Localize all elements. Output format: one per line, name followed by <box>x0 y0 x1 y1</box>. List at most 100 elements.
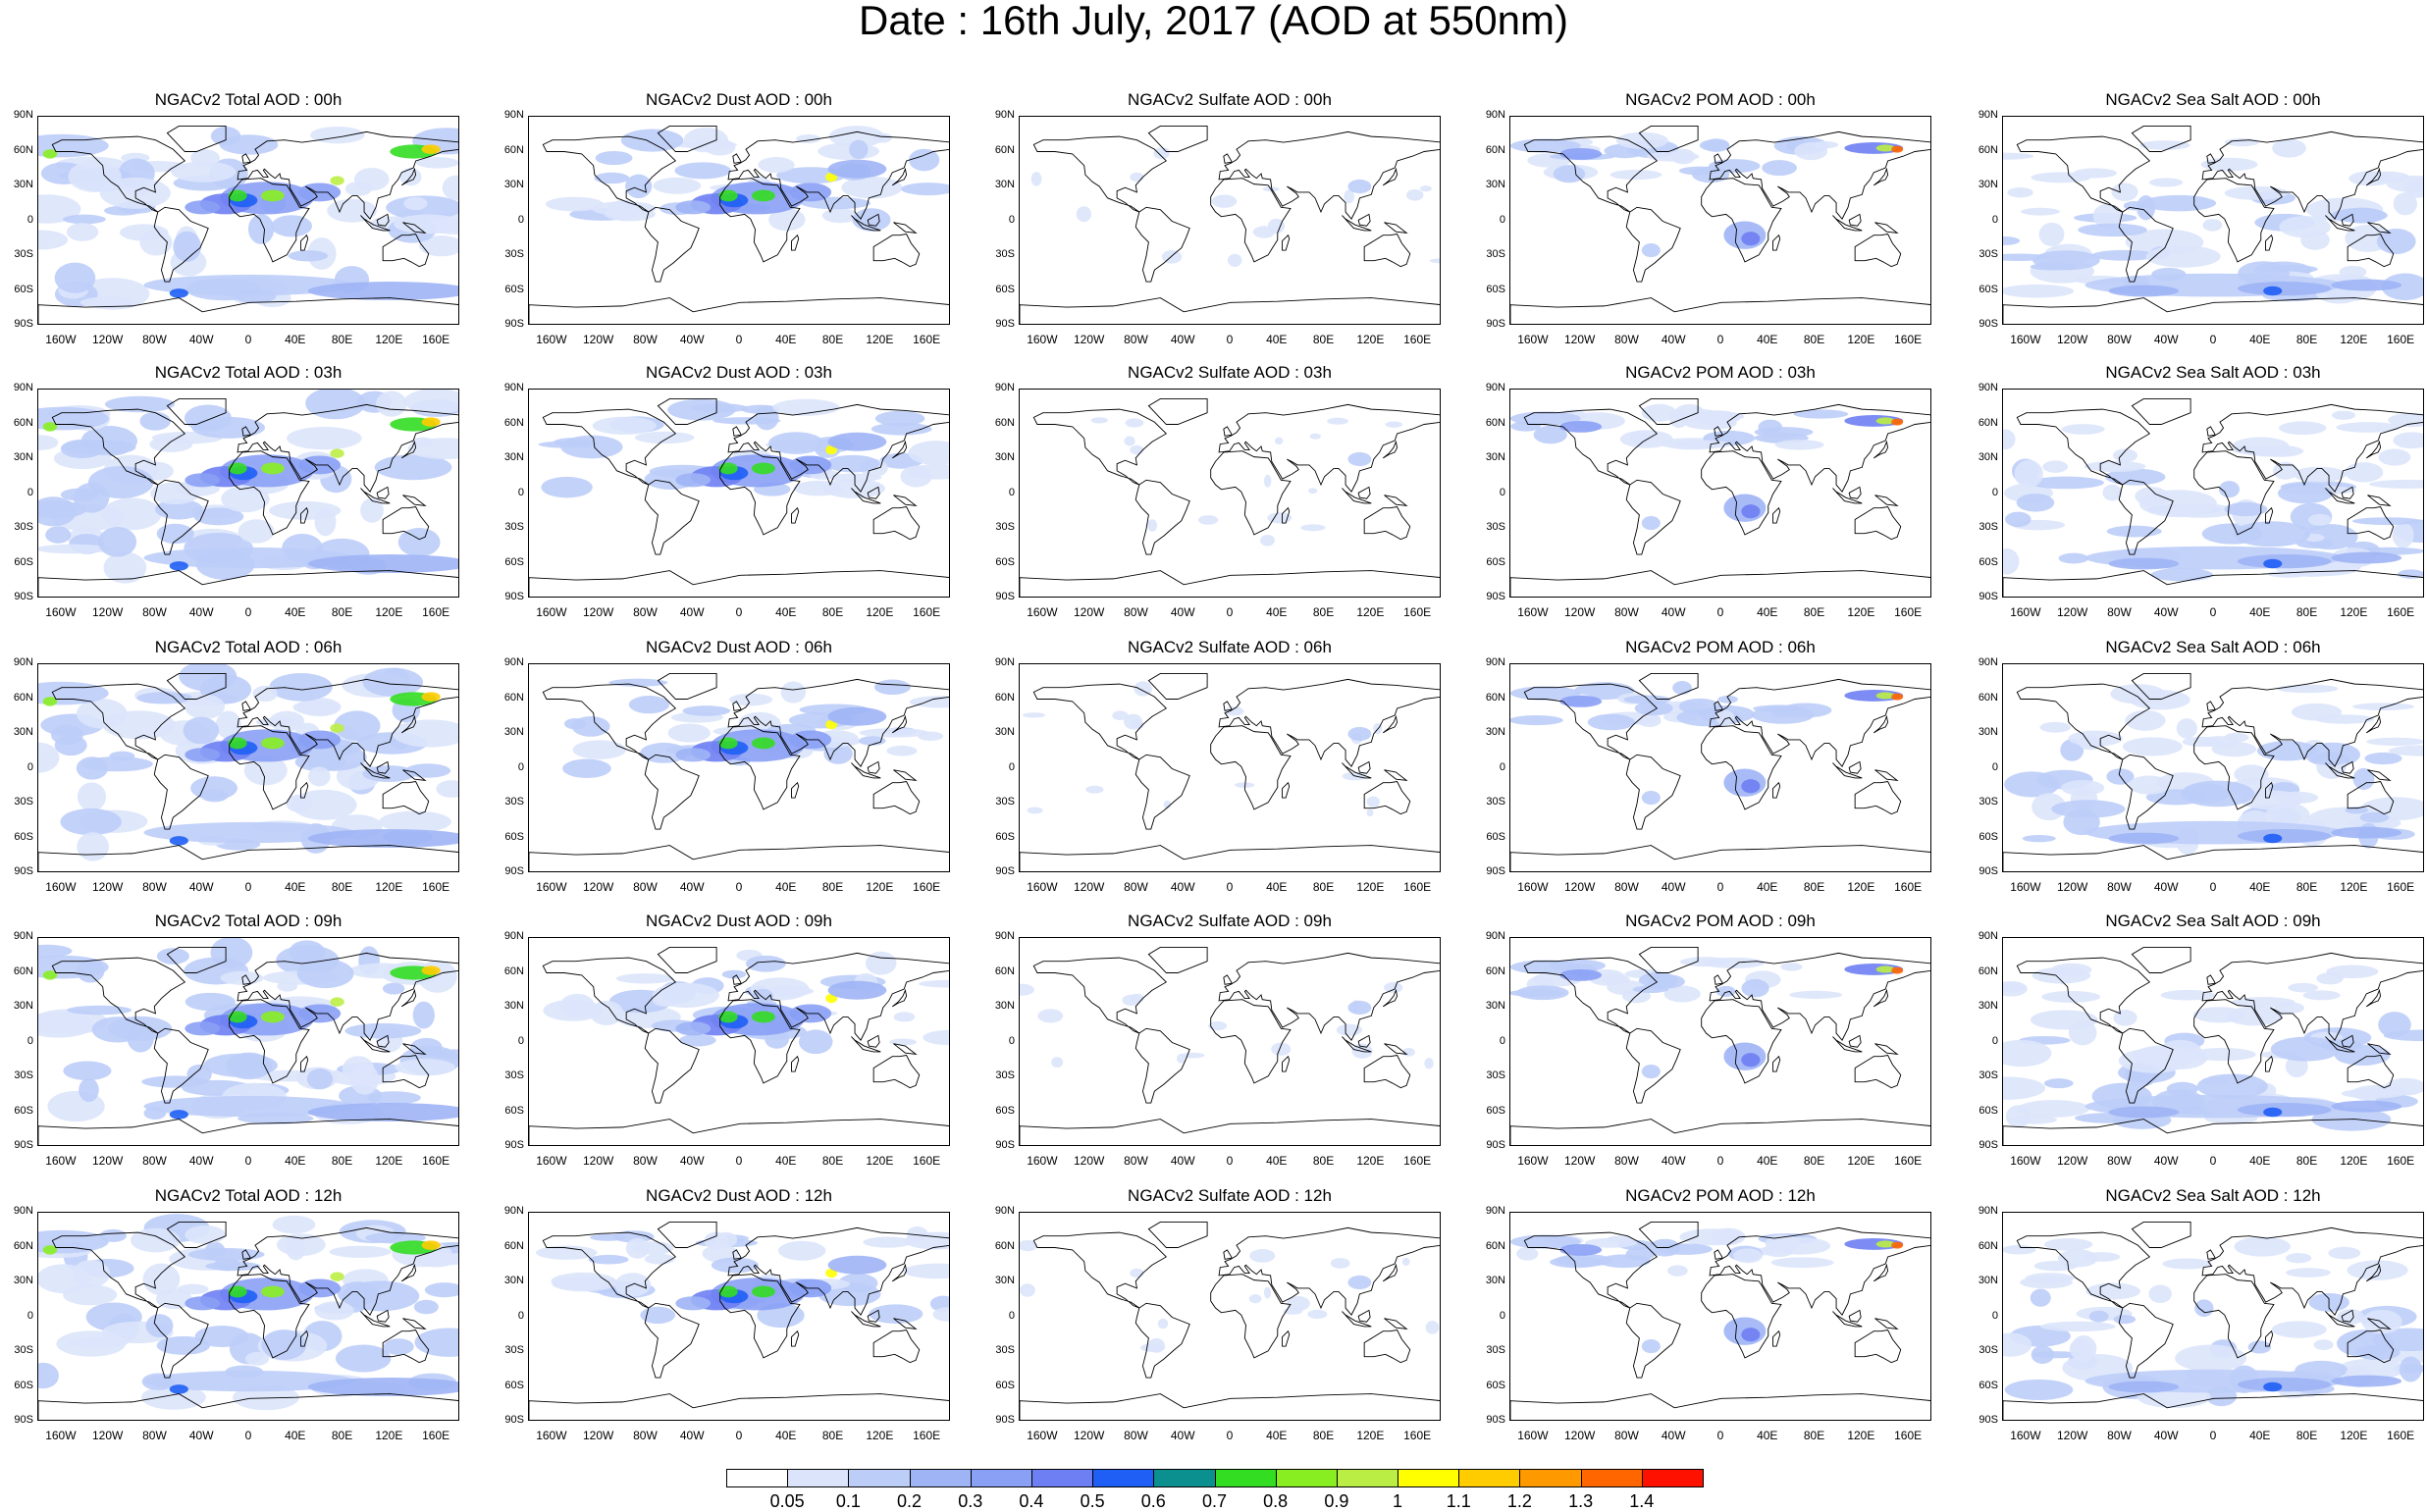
aerosol-field <box>728 693 773 706</box>
aerosol-field <box>2234 764 2269 784</box>
lon-tick-label: 120E <box>866 880 894 894</box>
aerosol-field <box>711 1257 759 1274</box>
coastline <box>2347 506 2395 541</box>
lon-tick-label: 0 <box>1226 333 1234 346</box>
aerosol-field <box>2125 709 2166 731</box>
aerosol-field <box>675 200 712 215</box>
lon-tick-label: 80W <box>1124 333 1148 346</box>
aerosol-field <box>2364 752 2402 765</box>
colorbar-swatch <box>1580 1469 1643 1487</box>
lon-tick-label: 80E <box>2295 1154 2318 1168</box>
coastline <box>2365 440 2382 459</box>
aerosol-field <box>827 432 887 451</box>
coastline <box>1638 398 1699 425</box>
aerosol-field <box>2180 780 2255 808</box>
aerosol-field <box>679 1033 716 1047</box>
lat-tick-label: 90N <box>1485 109 1505 121</box>
coastline <box>1147 398 1208 425</box>
map-frame <box>528 116 950 325</box>
aerosol-field <box>2393 432 2423 449</box>
lon-tick-label: 80E <box>331 333 353 346</box>
aerosol-field <box>38 944 73 958</box>
aerosol-field <box>640 1306 676 1325</box>
aerosol-field <box>2237 1103 2332 1118</box>
coastline <box>1523 683 1659 760</box>
aerosol-field <box>194 1325 249 1347</box>
aerosol-field <box>79 1077 99 1102</box>
aerosol-field <box>1271 1042 1292 1056</box>
lon-tick-label: 160W <box>536 880 567 894</box>
lat-tick-label: 90N <box>1485 656 1505 668</box>
lat-tick-label: 30S <box>1979 248 1998 260</box>
aerosol-field <box>1090 417 1108 424</box>
coastline <box>1714 701 1723 711</box>
coastline <box>1523 1231 1659 1309</box>
aerosol-field <box>675 748 712 762</box>
coastline <box>851 215 881 232</box>
coastline <box>2341 213 2354 227</box>
aerosol-field <box>1307 1309 1328 1320</box>
lon-tick-label: 160W <box>2010 1429 2041 1442</box>
panel-title: NGACv2 POM AOD : 12h <box>1625 1186 1816 1205</box>
lat-tick-label: 30N <box>994 179 1015 190</box>
lat-tick-label: 90N <box>1978 930 1998 942</box>
aerosol-field <box>1347 726 1372 742</box>
aerosol-field <box>889 1038 917 1046</box>
coastline <box>2367 769 2392 781</box>
lat-tick-label: 90N <box>1485 382 1505 393</box>
lon-tick-label: 160W <box>1027 605 1058 619</box>
aerosol-field <box>2043 1078 2074 1089</box>
aerosol-field <box>177 1283 209 1295</box>
aerosol-field <box>1429 258 1440 264</box>
aerosol-field <box>1669 409 1689 429</box>
lat-tick-label: 30N <box>503 726 524 738</box>
aerosol-field <box>156 948 189 965</box>
aerosol-field <box>1699 139 1729 151</box>
lon-tick-label: 120W <box>582 605 614 619</box>
colorbar-label: 1.1 <box>1446 1491 1471 1511</box>
aerosol-field <box>185 200 221 215</box>
aerosol-field <box>2314 714 2375 724</box>
coastline <box>1873 440 1889 459</box>
lon-tick-label: 40W <box>2153 1429 2179 1442</box>
aerosol-field <box>289 940 325 965</box>
colorbar-swatch <box>1336 1469 1399 1487</box>
aerosol-field <box>1516 985 1569 1001</box>
aerosol-field <box>1516 1246 1539 1261</box>
lat-tick-label: 0 <box>26 486 33 498</box>
panel-title: NGACv2 Dust AOD : 00h <box>646 90 832 109</box>
aerosol-field <box>403 390 458 415</box>
aerosol-field <box>904 1231 949 1250</box>
aerosol-field <box>625 174 653 198</box>
coastline <box>1638 947 1699 973</box>
aerosol-field <box>2345 807 2369 814</box>
lon-tick-label: 80E <box>1803 880 1825 894</box>
coastline <box>1342 1311 1372 1328</box>
lat-tick-label: 60N <box>13 416 33 429</box>
map-frame <box>2002 663 2424 872</box>
lon-tick-label: 40E <box>775 333 797 346</box>
lat-tick-label: 90S <box>14 1414 33 1426</box>
lat-tick-label: 0 <box>517 1309 524 1322</box>
aerosol-field <box>886 745 918 756</box>
coastline <box>2193 999 2275 1084</box>
coastline <box>2347 1330 2395 1364</box>
colorbar-swatch <box>787 1469 850 1487</box>
lon-tick-label: 80E <box>821 1154 844 1168</box>
aerosol-field <box>1327 417 1348 425</box>
lon-tick-label: 40W <box>1661 605 1686 619</box>
aerosol-field <box>2058 552 2089 564</box>
aerosol-field <box>56 1330 127 1357</box>
aerosol-field <box>228 1285 247 1298</box>
lat-tick-label: 90S <box>1979 1139 1998 1151</box>
coastline <box>1848 1309 1862 1323</box>
colorbar-swatch <box>1030 1469 1094 1487</box>
aerosol-field <box>1758 419 1783 436</box>
coastline <box>1714 426 1723 437</box>
lat-tick-label: 30S <box>504 1344 524 1356</box>
coastline <box>1873 167 1889 186</box>
lon-tick-label: 80W <box>633 605 658 619</box>
lon-tick-label: 40E <box>285 880 306 894</box>
lat-tick-label: 0 <box>1008 1034 1015 1047</box>
lon-tick-label: 120W <box>1073 333 1105 346</box>
